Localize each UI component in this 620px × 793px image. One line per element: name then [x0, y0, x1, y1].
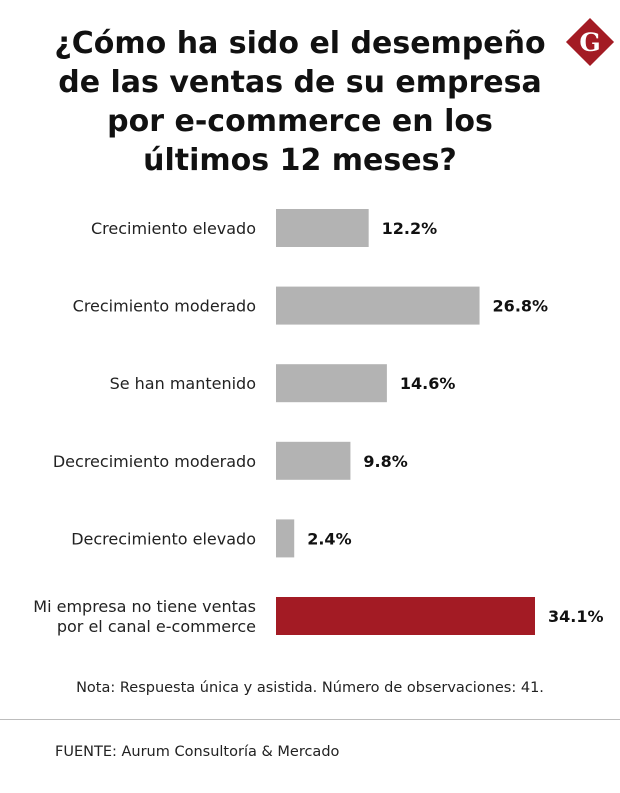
- category-label-5-line-1: por el canal e-commerce: [57, 617, 256, 636]
- bar-5: [276, 597, 535, 635]
- svg-text:G: G: [579, 28, 600, 57]
- category-label-2: Se han mantenido: [110, 374, 256, 393]
- category-label-5-line-0: Mi empresa no tiene ventas: [33, 597, 256, 616]
- value-label-1: 26.8%: [493, 297, 549, 316]
- category-label-4: Decrecimiento elevado: [71, 529, 256, 548]
- value-label-0: 12.2%: [382, 219, 438, 238]
- bar-0: [276, 209, 369, 247]
- category-label-3: Decrecimiento moderado: [53, 452, 256, 471]
- bar-2: [276, 364, 387, 403]
- brand-logo-icon: G: [565, 17, 615, 67]
- bar-chart: Crecimiento elevado 12.2% Crecimiento mode…: [33, 209, 604, 636]
- chart-note: Nota: Respuesta única y asistida. Número…: [76, 680, 544, 696]
- value-label-4: 2.4%: [307, 529, 351, 548]
- divider: [0, 719, 620, 720]
- bar-4: [276, 519, 295, 558]
- value-label-2: 14.6%: [400, 374, 456, 393]
- value-label-3: 9.8%: [363, 452, 407, 471]
- value-label-5: 34.1%: [548, 607, 604, 626]
- chart-title: ¿Cómo ha sido el desempeño de las ventas…: [54, 26, 546, 178]
- bar-1: [276, 286, 480, 325]
- bar-3: [276, 441, 351, 480]
- source-text: FUENTE: Aurum Consultoría & Mercado: [55, 744, 340, 760]
- category-label-0: Crecimiento elevado: [91, 219, 256, 238]
- category-label-1: Crecimiento moderado: [73, 297, 256, 316]
